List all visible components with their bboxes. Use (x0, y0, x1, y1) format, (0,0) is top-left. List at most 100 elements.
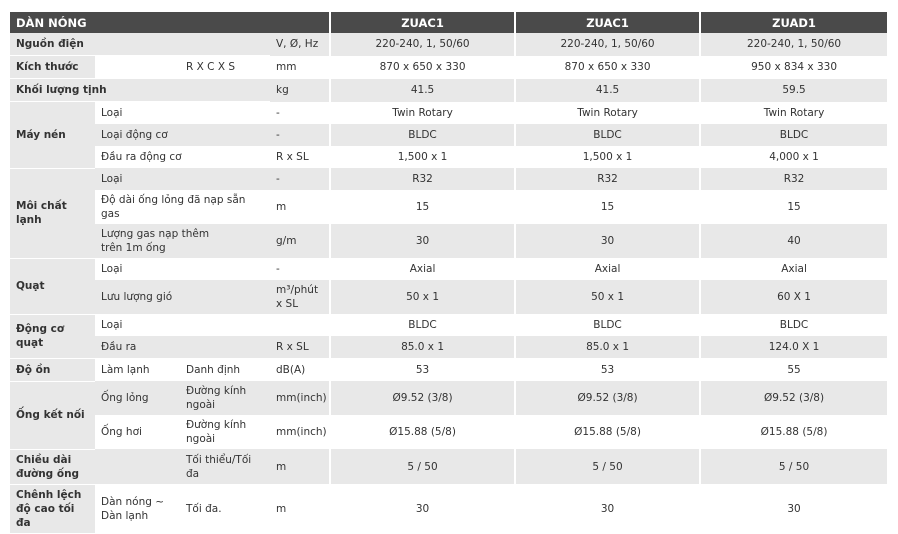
value-cell: 5 / 50 (514, 449, 701, 484)
group-label: Kích thước (10, 55, 95, 79)
value-cell: 30 (514, 224, 701, 258)
value-cell: 4,000 x 1 (699, 146, 888, 168)
unit: - (270, 101, 331, 124)
spec-row: Chênh lệch độ cao tối đa Dàn nóng ~ Dàn l… (10, 484, 888, 534)
spec-label: R X C X S (180, 55, 270, 79)
value-cell: 950 x 834 x 330 (699, 55, 888, 79)
group-label: Môi chất lạnh (10, 168, 95, 259)
value-cell: BLDC (699, 314, 888, 336)
value-cell: 40 (699, 224, 888, 258)
value-cell: 1,500 x 1 (329, 146, 516, 168)
unit: kg (270, 78, 331, 102)
spec-label: Tối đa. (180, 484, 270, 533)
value-cell: 5 / 50 (699, 449, 888, 484)
value-cell: 41.5 (514, 78, 701, 102)
value-cell: R32 (699, 168, 888, 190)
header-cell: ZUAC1 (329, 12, 516, 33)
value-cell: Ø15.88 (5/8) (514, 415, 701, 449)
group-label: Quạt (10, 258, 95, 315)
value-cell: R32 (514, 168, 701, 190)
item-label: Loại (95, 258, 270, 280)
unit: V, Ø, Hz (270, 33, 331, 56)
item-label: Làm lạnh (95, 358, 180, 381)
unit: m (270, 484, 331, 533)
unit: m (270, 190, 331, 224)
unit: R x SL (270, 146, 331, 168)
value-cell: BLDC (329, 124, 516, 146)
item-label: Lượng gas nạp thêm trên 1m ống (95, 224, 270, 258)
value-cell: Ø9.52 (3/8) (514, 381, 701, 415)
header-cell: ZUAC1 (514, 12, 701, 33)
unit: - (270, 258, 331, 280)
value-cell: 41.5 (329, 78, 516, 102)
value-cell: Axial (699, 258, 888, 280)
spec-row: Ống kết nối Ống lỏng Đường kính ngoài mm(in… (10, 381, 888, 450)
value-cell: Axial (329, 258, 516, 280)
value-cell: 59.5 (699, 78, 888, 102)
item-label: Loại (95, 101, 270, 124)
item-label: Dàn nóng ~ Dàn lạnh (95, 484, 180, 533)
value-cell: R32 (329, 168, 516, 190)
spec-label: Đường kính ngoài (180, 415, 270, 449)
item-label: Lưu lượng gió (95, 280, 270, 314)
spec-row: Nguồn điện V, Ø, Hz 220-240, 1, 50/60 220-2… (10, 33, 888, 56)
item-label: Đầu ra động cơ (95, 146, 270, 168)
unit: mm (270, 55, 331, 79)
header-cell: ZUAD1 (699, 12, 888, 33)
item-label: Loại động cơ (95, 124, 270, 146)
spec-row: Loại động cơ - BLDC BLDC BLDC (10, 124, 888, 146)
unit (270, 314, 331, 336)
unit: g/m (270, 224, 331, 258)
value-cell: 85.0 x 1 (329, 336, 516, 358)
unit: - (270, 168, 331, 190)
group-label: Chiều dài đường ống (10, 449, 95, 485)
value-cell: Twin Rotary (699, 101, 888, 124)
group-label: Chênh lệch độ cao tối đa (10, 484, 95, 534)
spec-row: Đầu ra động cơ R x SL 1,500 x 1 1,500 x 1 4,… (10, 146, 888, 168)
value-cell: 5 / 50 (329, 449, 516, 484)
value-cell: 30 (699, 484, 888, 533)
unit: m³/phút x SL (270, 280, 331, 314)
group-label: Độ ồn (10, 358, 95, 382)
unit: dB(A) (270, 358, 331, 381)
value-cell: Twin Rotary (514, 101, 701, 124)
value-cell: 30 (329, 484, 516, 533)
group-label: Động cơ quạt (10, 314, 95, 359)
value-cell: 85.0 x 1 (514, 336, 701, 358)
spec-row: Khối lượng tịnh kg 41.5 41.5 59.5 (10, 78, 888, 102)
spec-row: Môi chất lạnh Loại - R32 R32 R32 (10, 168, 888, 259)
value-cell: 50 x 1 (329, 280, 516, 314)
value-cell: 870 x 650 x 330 (514, 55, 701, 79)
value-cell: BLDC (514, 314, 701, 336)
spec-row: Đầu ra R x SL 85.0 x 1 85.0 x 1 124.0 X 1 (10, 336, 888, 358)
value-cell: Ø9.52 (3/8) (699, 381, 888, 415)
value-cell: 30 (514, 484, 701, 533)
page: DÀN NÓNG ZUAC1 ZUAC1 ZUAD1 Nguồn điện V, … (10, 12, 888, 534)
value-cell: 15 (699, 190, 888, 224)
value-cell: 30 (329, 224, 516, 258)
value-cell: Axial (514, 258, 701, 280)
spec-label: Danh định (180, 358, 270, 381)
value-cell: 60 X 1 (699, 280, 888, 314)
group-label: Nguồn điện (10, 33, 270, 56)
value-cell: Ø9.52 (3/8) (329, 381, 516, 415)
unit: mm(inch) (270, 381, 331, 415)
item-label: Loại (95, 168, 270, 190)
item-label: Ống lỏng (95, 381, 180, 415)
unit: m (270, 449, 331, 484)
value-cell: 870 x 650 x 330 (329, 55, 516, 79)
empty-cell (95, 55, 180, 79)
spec-row: Độ ồn Làm lạnh Danh định dB(A) 53 53 55 (10, 358, 888, 382)
value-cell: BLDC (329, 314, 516, 336)
value-cell: 220-240, 1, 50/60 (699, 33, 888, 56)
value-cell: 55 (699, 358, 888, 381)
value-cell: BLDC (699, 124, 888, 146)
table-body: Nguồn điện V, Ø, Hz 220-240, 1, 50/60 220-2… (10, 33, 888, 534)
value-cell: 15 (329, 190, 516, 224)
value-cell: 1,500 x 1 (514, 146, 701, 168)
value-cell: 53 (514, 358, 701, 381)
value-cell: BLDC (514, 124, 701, 146)
group-label: Khối lượng tịnh (10, 78, 270, 102)
value-cell: 124.0 X 1 (699, 336, 888, 358)
